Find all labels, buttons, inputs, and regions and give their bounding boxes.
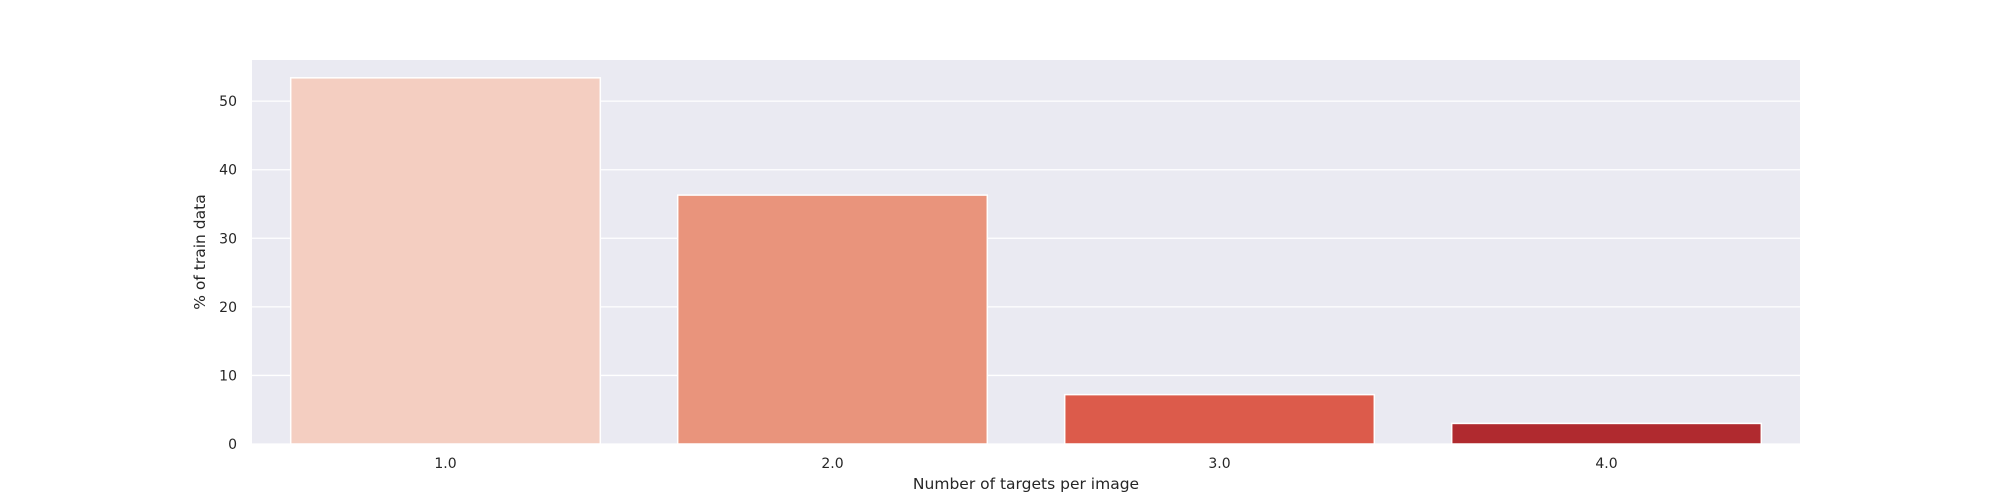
y-tick-label: 0: [228, 437, 237, 453]
x-tick-label: 4.0: [1595, 456, 1617, 472]
y-tick-label: 10: [219, 368, 237, 384]
y-tick-labels: 0 10 20 30 40 50: [219, 94, 237, 453]
bar-2.0: [676, 194, 989, 445]
y-tick-label: 20: [219, 300, 237, 316]
y-axis-label: % of train data: [191, 194, 209, 309]
y-tick-label: 30: [219, 231, 237, 247]
x-tick-labels: 1.0 2.0 3.0 4.0: [434, 456, 1617, 472]
bar-3.0: [1063, 393, 1376, 445]
bar-1.0: [289, 77, 602, 445]
x-tick-label: 3.0: [1208, 456, 1230, 472]
bars: [289, 77, 1763, 445]
x-tick-label: 2.0: [821, 456, 843, 472]
x-tick-label: 1.0: [434, 456, 456, 472]
y-tick-label: 50: [219, 94, 237, 110]
y-tick-label: 40: [219, 163, 237, 179]
bar-4.0: [1450, 422, 1763, 445]
x-axis-label: Number of targets per image: [913, 475, 1139, 493]
